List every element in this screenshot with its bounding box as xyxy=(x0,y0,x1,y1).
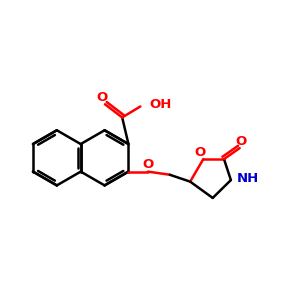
Text: OH: OH xyxy=(150,98,172,111)
Text: O: O xyxy=(97,91,108,104)
Text: O: O xyxy=(142,158,154,171)
Text: O: O xyxy=(195,146,206,159)
Text: NH: NH xyxy=(236,172,259,185)
Text: O: O xyxy=(236,135,247,148)
